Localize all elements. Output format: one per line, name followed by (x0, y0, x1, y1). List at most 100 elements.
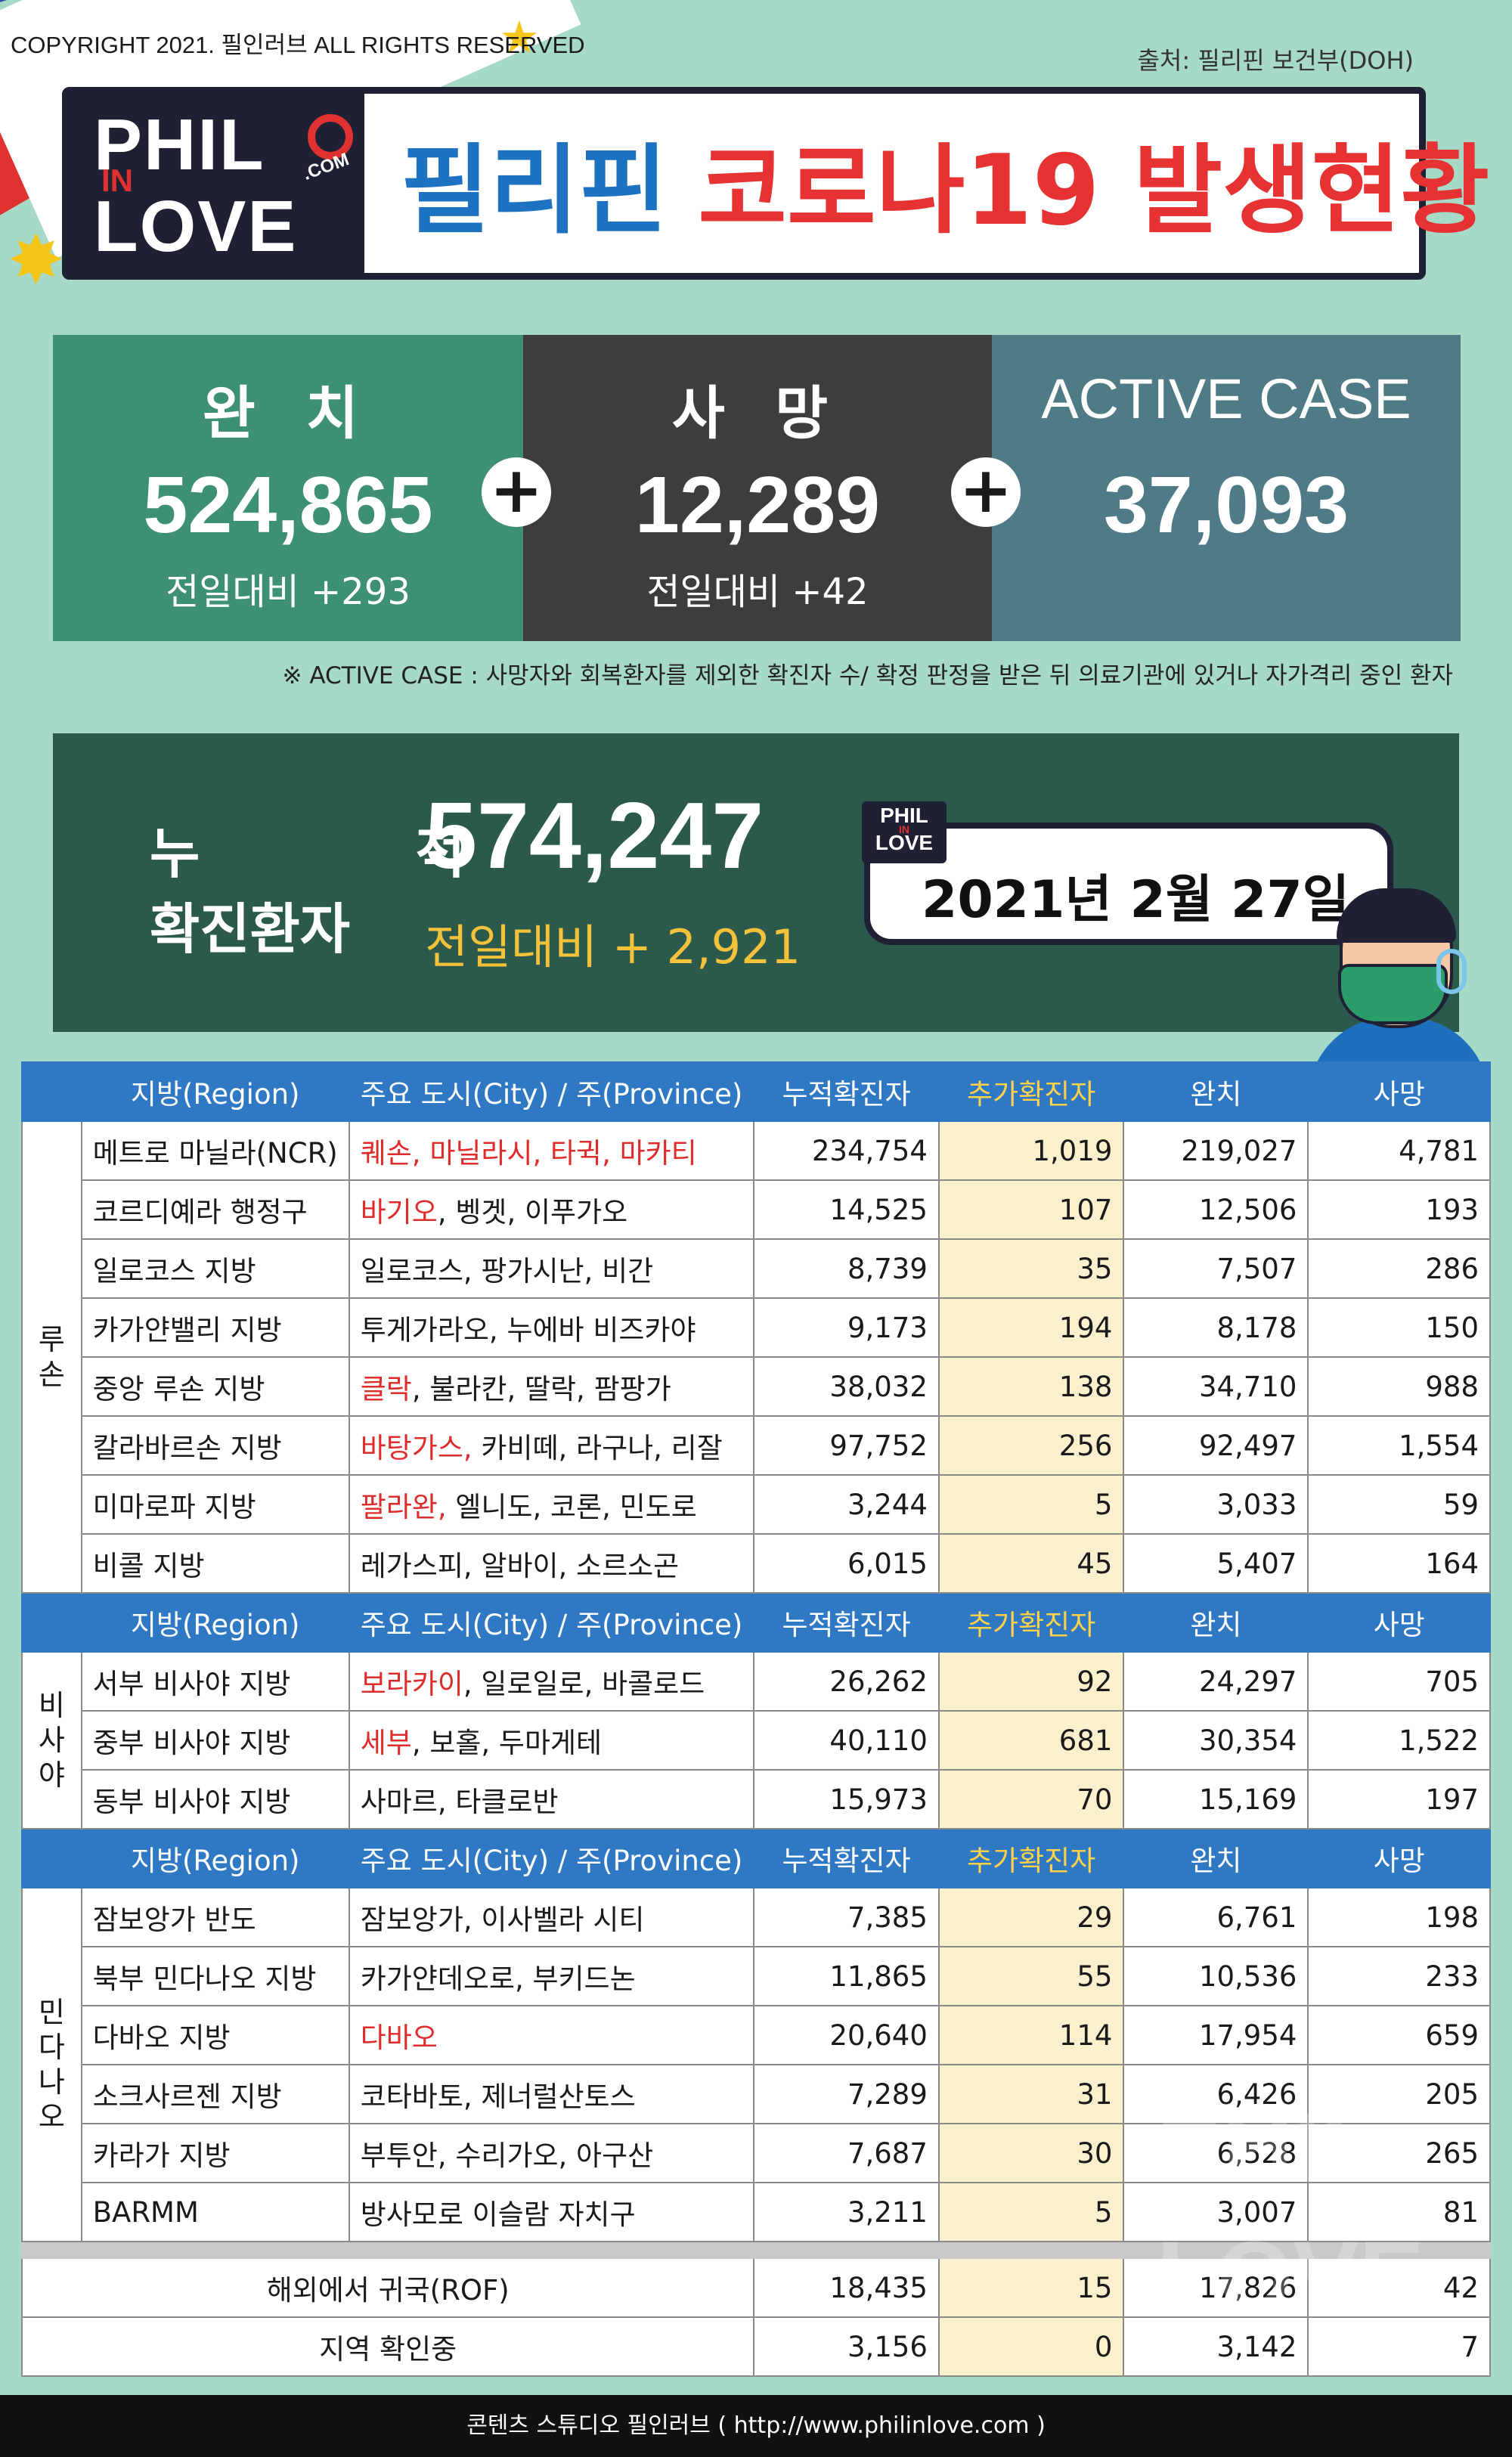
city-highlight: 보라카이 (360, 1668, 463, 1700)
added-cell: 15 (937, 2257, 1125, 2318)
city-highlight: 바기오 (360, 1196, 438, 1228)
active-card: ACTIVE CASE 37,093 (992, 335, 1461, 641)
added-cell: 31 (937, 2064, 1125, 2124)
region-name: 소크사르젠 지방 (80, 2064, 350, 2124)
added-cell: 1,019 (937, 1120, 1125, 1181)
city-list: 투게가라오, 누에바 비즈카야 (348, 1297, 755, 1358)
deaths-cell: 59 (1307, 1474, 1491, 1535)
added-cell: 5 (937, 1474, 1125, 1535)
region-name: BARMM (80, 2182, 350, 2242)
table-row: 미마로파 지방 팔라완, 엘니도, 코론, 민도로 3,244 5 3,033 59 (22, 1474, 1491, 1535)
footer-credit: 콘텐츠 스튜디오 필인러브 ( http://www.philinlove.co… (0, 2395, 1512, 2457)
deaths-cell: 233 (1307, 1946, 1491, 2006)
face-mask-icon (1338, 964, 1448, 1024)
deaths-cell: 198 (1307, 1887, 1491, 1947)
recovered-cell: 7,507 (1123, 1238, 1309, 1299)
header-city: 주요 도시(City) / 주(Province) (348, 1592, 755, 1653)
city-rest: 카비떼, 라구나, 리잘 (472, 1432, 723, 1464)
cumulative-cell: 38,032 (753, 1356, 940, 1417)
deaths-cell: 265 (1307, 2123, 1491, 2183)
cumulative-cell: 7,385 (753, 1887, 940, 1947)
recovered-cell: 6,761 (1123, 1887, 1309, 1947)
region-name: 비콜 지방 (80, 1533, 350, 1594)
city-rest: 부투안, 수리가오, 아구산 (360, 2139, 654, 2172)
region-name: 다바오 지방 (80, 2005, 350, 2065)
header-blank-cell (21, 1828, 82, 1888)
city-rest: 코타바토, 제너럴산토스 (360, 2081, 636, 2113)
recovered-value: 524,865 (143, 460, 433, 550)
table-row: 비콜 지방 레가스피, 알바이, 소르소곤 6,015 45 5,407 164 (22, 1533, 1491, 1594)
city-list: 다바오 (348, 2005, 755, 2065)
header-blank-cell (21, 1592, 82, 1653)
cumulative-cell: 6,015 (753, 1533, 940, 1594)
region-name: 중부 비사야 지방 (80, 1710, 350, 1771)
city-list: 잠보앙가, 이사벨라 시티 (348, 1887, 755, 1947)
deaths-cell: 286 (1307, 1238, 1491, 1299)
table-row: 민 다 나 오 잠보앙가 반도 잠보앙가, 이사벨라 시티 7,385 29 6,761 198 (21, 1887, 1491, 2242)
cumulative-cell: 97,752 (753, 1415, 940, 1476)
spacer-cell (21, 2241, 1491, 2259)
watermark-logo: PHIL IN LOVE (1157, 2092, 1424, 2331)
confirmed-label: 확진환자 (150, 897, 350, 961)
recovered-cell: 3,142 (1123, 2316, 1309, 2377)
region-name: 잠보앙가 반도 (80, 1887, 350, 1947)
cumulative-cell: 234,754 (753, 1120, 940, 1181)
city-rest: , 벵겟, 이푸가오 (437, 1196, 628, 1228)
deaths-cell: 988 (1307, 1356, 1491, 1417)
header-city: 주요 도시(City) / 주(Province) (348, 1061, 755, 1122)
region-name: 일로코스 지방 (80, 1238, 350, 1299)
deaths-diff: 전일대비 +42 (646, 571, 869, 613)
city-list: 퀘손, 마닐라시, 타귁, 마카티 (348, 1120, 755, 1181)
region-name: 코르디예라 행정구 (80, 1179, 350, 1240)
deaths-cell: 205 (1307, 2064, 1491, 2124)
table-row: 카가얀밸리 지방 투게가라오, 누에바 비즈카야 9,173 194 8,178 150 (22, 1297, 1491, 1358)
table-row: 카라가 지방 부투안, 수리가오, 아구산 7,687 30 6,528 265 (22, 2123, 1491, 2183)
recovered-cell: 12,506 (1123, 1179, 1309, 1240)
city-rest: 방사모로 이슬람 자치구 (360, 2198, 636, 2231)
city-highlight: 세부 (360, 1727, 412, 1759)
recovered-cell: 3,033 (1123, 1474, 1309, 1535)
city-list: 부투안, 수리가오, 아구산 (348, 2123, 755, 2183)
cumulative-cell: 7,289 (753, 2064, 940, 2124)
city-highlight: 퀘손, 마닐라시, 타귁, 마카티 (360, 1137, 697, 1170)
recovered-cell: 34,710 (1123, 1356, 1309, 1417)
cumulative-cell: 3,244 (753, 1474, 940, 1535)
recovered-card: 완 치 524,865 전일대비 +293 (53, 335, 523, 641)
added-cell: 138 (937, 1356, 1125, 1417)
masked-person-illustration (1308, 881, 1489, 1108)
city-highlight: 다바오 (360, 2022, 438, 2054)
city-list: 세부, 보홀, 두마게테 (348, 1710, 755, 1771)
table-header-row: 지방(Region) 주요 도시(City) / 주(Province) 누적확진자… (21, 1061, 1491, 1122)
city-list: 바기오, 벵겟, 이푸가오 (348, 1179, 755, 1240)
copyright-text: COPYRIGHT 2021. 필인러브 ALL RIGHTS RESERVED (11, 32, 585, 58)
cumulative-cell: 20,640 (753, 2005, 940, 2065)
cumulative-card: 누 적 확진환자 574,247 전일대비 + 2,921 (53, 733, 1459, 1032)
recovered-cell: 17,954 (1123, 2005, 1309, 2065)
added-cell: 5 (937, 2182, 1125, 2242)
cumulative-cell: 3,156 (753, 2316, 940, 2377)
region-name: 카라가 지방 (80, 2123, 350, 2183)
city-highlight: 클락 (360, 1373, 412, 1405)
city-list: 사마르, 타클로반 (348, 1769, 755, 1830)
header-added: 추가확진자 (937, 1061, 1125, 1122)
deaths-cell: 164 (1307, 1533, 1491, 1594)
philinlove-logo: PHIL .COM IN LOVE (62, 87, 364, 280)
added-cell: 30 (937, 2123, 1125, 2183)
region-name: 카가얀밸리 지방 (80, 1297, 350, 1358)
cumulative-value: 574,247 (425, 784, 764, 888)
table-row: 동부 비사야 지방 사마르, 타클로반 15,973 70 15,169 197 (22, 1769, 1491, 1830)
city-rest: 엘니도, 코론, 민도로 (446, 1491, 697, 1523)
city-list: 팔라완, 엘니도, 코론, 민도로 (348, 1474, 755, 1535)
added-cell: 114 (937, 2005, 1125, 2065)
added-cell: 45 (937, 1533, 1125, 1594)
added-cell: 29 (937, 1887, 1125, 1947)
city-rest: 잠보앙가, 이사벨라 시티 (360, 1904, 645, 1936)
page-title: 필리핀 코로나19 발생현황 (401, 135, 1490, 247)
deaths-value: 12,289 (634, 460, 881, 550)
philippine-flag-decoration: ✸ ★ (0, 0, 597, 348)
header-added: 추가확진자 (937, 1592, 1125, 1653)
deaths-cell: 42 (1307, 2257, 1491, 2318)
region-table: 지방(Region) 주요 도시(City) / 주(Province) 누적확진자… (20, 1061, 1491, 2377)
cumulative-cell: 8,739 (753, 1238, 940, 1299)
